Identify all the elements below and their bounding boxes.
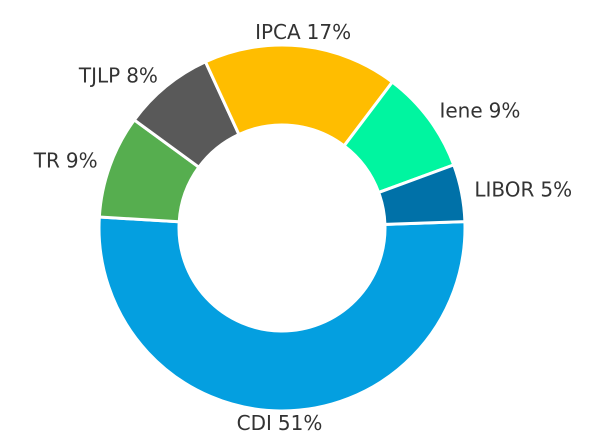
slice-label: TR 9% [33, 148, 98, 172]
slice-value: 17% [307, 20, 351, 44]
slice-value: 9% [489, 98, 521, 122]
slice-name: IPCA [255, 20, 301, 44]
slice [97, 215, 467, 413]
slice [376, 162, 467, 226]
slice-name: CDI [237, 410, 272, 434]
slice-name: TJLP [78, 63, 120, 87]
slice-name: TR [33, 148, 60, 172]
slice-name: LIBOR [474, 177, 534, 201]
slice-value: 5% [540, 177, 572, 201]
slice-label: IPCA 17% [255, 20, 351, 44]
slice-label: TJLP 8% [78, 63, 158, 87]
slice-name: Iene [439, 98, 482, 122]
slice-value: 8% [126, 63, 158, 87]
slice-label: CDI 51% [237, 410, 323, 434]
slice-value: 51% [278, 410, 322, 434]
slice-label: LIBOR 5% [474, 177, 572, 201]
slice-label: Iene 9% [439, 98, 520, 122]
slice-value: 9% [66, 148, 98, 172]
